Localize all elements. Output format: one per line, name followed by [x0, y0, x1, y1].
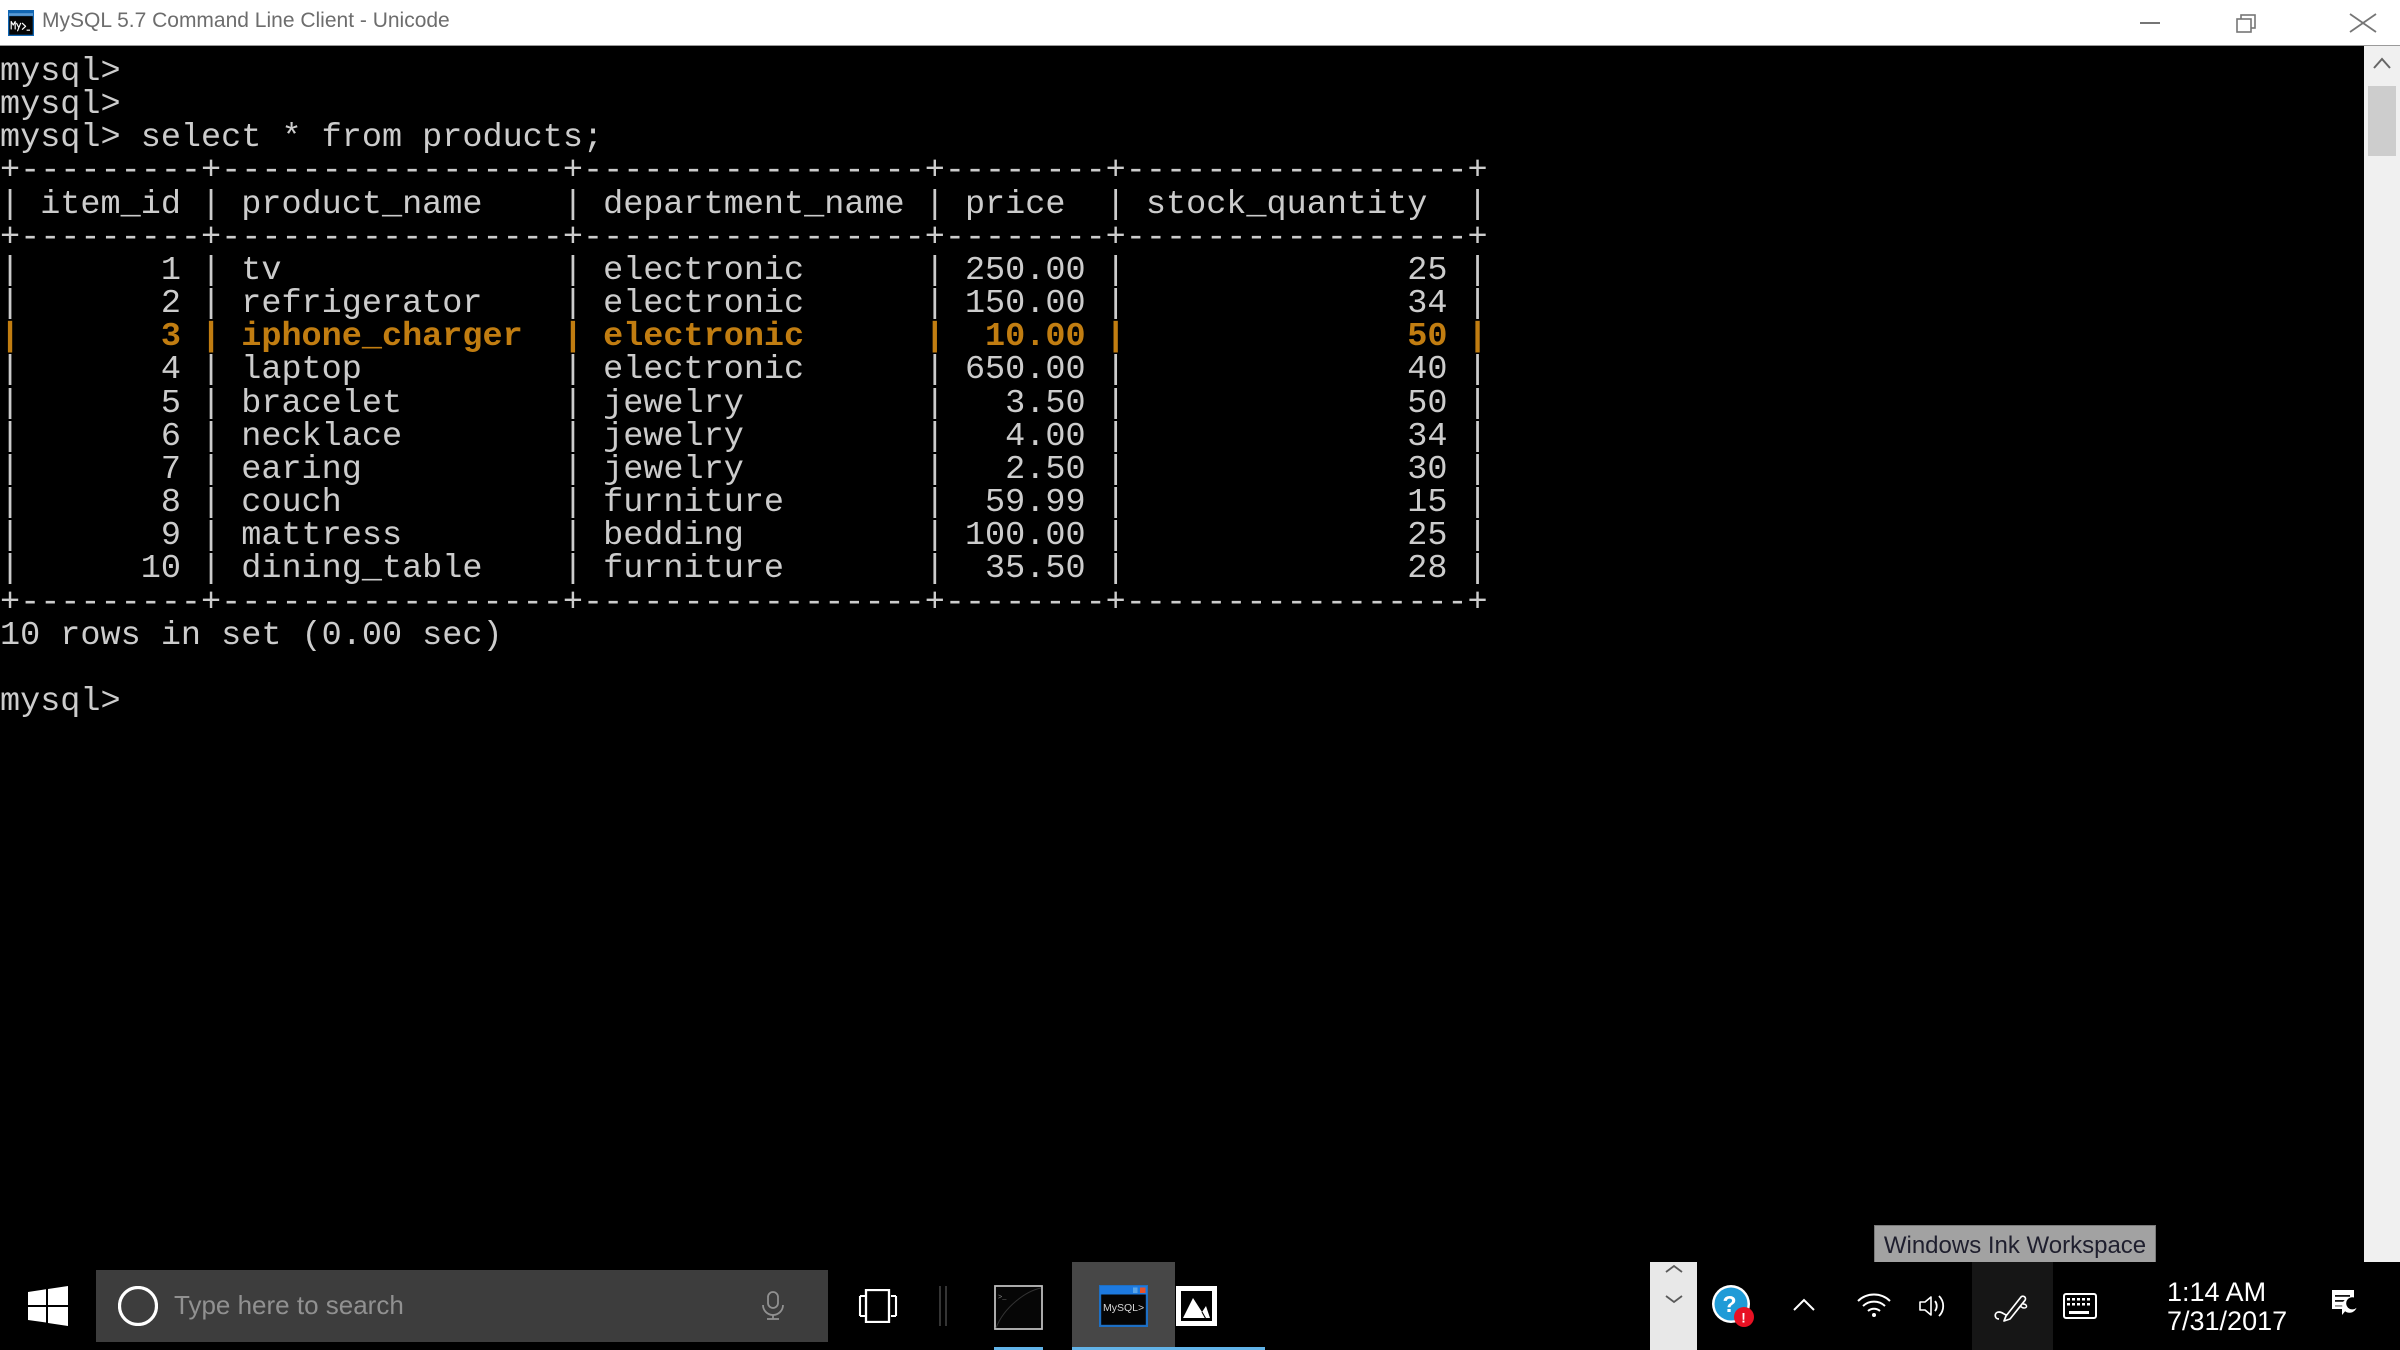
- svg-text:?: ?: [1723, 1291, 1737, 1317]
- svg-text:>_: >_: [998, 1294, 1007, 1302]
- svg-text:!: !: [1741, 1310, 1746, 1325]
- svg-text:MySQL>: MySQL>: [1103, 1302, 1144, 1314]
